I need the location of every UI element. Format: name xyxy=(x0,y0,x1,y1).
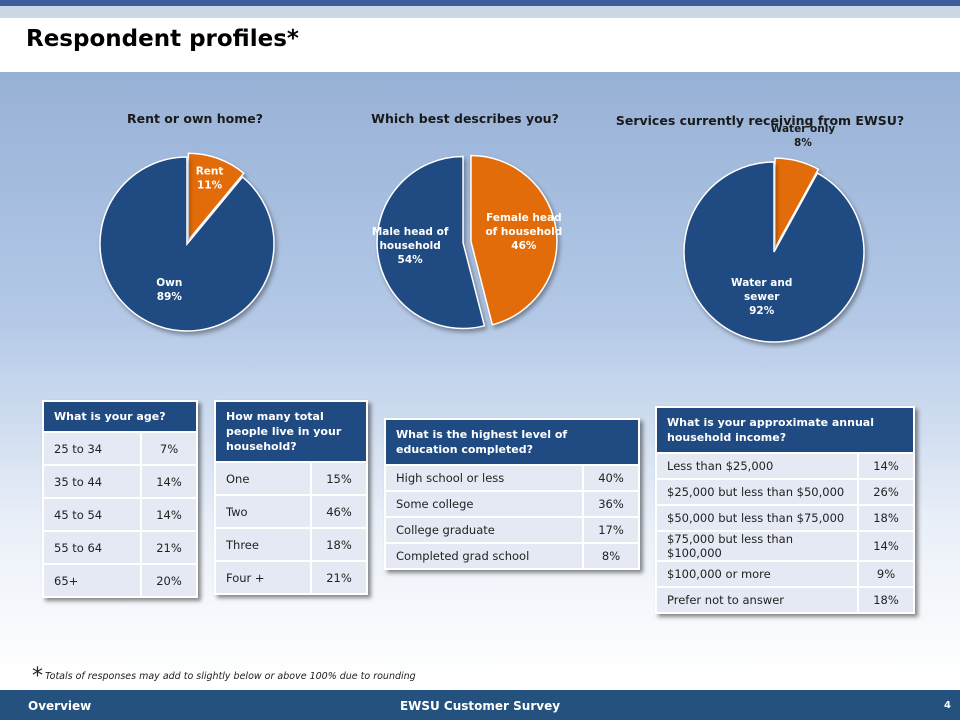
row-label: 25 to 34 xyxy=(42,431,142,466)
row-label: $25,000 but less than $50,000 xyxy=(655,478,859,506)
footer-section-label: Overview xyxy=(28,699,92,713)
table-row: High school or less 40% xyxy=(384,464,640,492)
table-row: Two 46% xyxy=(214,494,368,529)
row-label: One xyxy=(214,461,312,496)
pie-slice xyxy=(376,155,486,330)
row-value: 21% xyxy=(140,530,198,565)
pie-chart-services: Water only 8% Water and sewer 92% xyxy=(683,123,865,343)
row-value: 14% xyxy=(140,497,198,532)
row-label: Four + xyxy=(214,560,312,595)
table-row: $100,000 or more 9% xyxy=(655,560,915,588)
table-row: College graduate 17% xyxy=(384,516,640,544)
table-row: Four +21% xyxy=(214,560,368,595)
table-row: Some college 36% xyxy=(384,490,640,518)
pie-slice xyxy=(470,154,558,326)
row-label: Three xyxy=(214,527,312,562)
row-label: 55 to 64 xyxy=(42,530,142,565)
row-value: 18% xyxy=(857,504,915,532)
row-label: Prefer not to answer xyxy=(655,586,859,614)
pie-title-household: Which best describes you? xyxy=(371,111,559,126)
table-row: One 15% xyxy=(214,461,368,496)
pie-slice-label: Female head of household 46% xyxy=(485,212,562,252)
table-header: What is your age? xyxy=(42,400,198,433)
table-row: $25,000 but less than $50,000 26% xyxy=(655,478,915,506)
table-row: 55 to 64 21% xyxy=(42,530,198,565)
pie-slice-label: Water only 8% xyxy=(771,123,836,149)
pie-chart-rent-own: Rent 11% Own 89% xyxy=(99,152,275,332)
pie-slice-label: Water and sewer 92% xyxy=(731,277,792,317)
row-value: 9% xyxy=(857,560,915,588)
row-value: 14% xyxy=(857,530,915,562)
row-value: 21% xyxy=(310,560,368,595)
row-label: College graduate xyxy=(384,516,584,544)
row-value: 40% xyxy=(582,464,640,492)
row-value: 14% xyxy=(140,464,198,499)
row-label: $75,000 but less than $100,000 xyxy=(655,530,859,562)
footnote-text: Totals of responses may add to slightly … xyxy=(45,671,416,682)
row-value: 17% xyxy=(582,516,640,544)
table-row: 65+ 20% xyxy=(42,563,198,598)
table-row: 35 to 44 14% xyxy=(42,464,198,499)
pie-slice xyxy=(99,156,275,332)
footnote-star: * xyxy=(32,664,43,689)
table-row: 25 to 34 7% xyxy=(42,431,198,466)
top-accent-bar xyxy=(0,0,960,6)
pie-slice-label: Male head of household 54% xyxy=(372,226,449,266)
pie-slice xyxy=(774,157,820,249)
table-row: Three 18% xyxy=(214,527,368,562)
pie-title-rent-own: Rent or own home? xyxy=(126,111,264,126)
table-household-size: How many total people live in your house… xyxy=(214,400,368,595)
row-label: $50,000 but less than $75,000 xyxy=(655,504,859,532)
row-value: 15% xyxy=(310,461,368,496)
row-label: Less than $25,000 xyxy=(655,452,859,480)
row-label: Some college xyxy=(384,490,584,518)
row-value: 14% xyxy=(857,452,915,480)
pie-title-services: Services currently receiving from EWSU? xyxy=(615,113,905,128)
pie-slice-label: Own 89% xyxy=(156,277,182,303)
page-title: Respondent profiles* xyxy=(26,26,299,52)
page-number: 4 xyxy=(944,700,951,711)
row-value: 18% xyxy=(857,586,915,614)
table-row: $50,000 but less than $75,000 18% xyxy=(655,504,915,532)
footnote: * Totals of responses may add to slightly… xyxy=(32,660,416,689)
row-value: 46% xyxy=(310,494,368,529)
row-label: 65+ xyxy=(42,563,142,598)
pie-chart-household: Female head of household 46% Male head of ho… xyxy=(372,154,562,330)
table-header: How many total people live in your house… xyxy=(214,400,368,463)
row-label: Completed grad school xyxy=(384,542,584,570)
pie-charts: Rent 11% Own 89% Female head of household 46%… xyxy=(99,123,865,343)
footer-survey-title: EWSU Customer Survey xyxy=(399,699,561,713)
table-age: What is your age? 25 to 34 7% 35 to 44 14% 4… xyxy=(42,400,198,598)
table-header: What is the highest level of education c… xyxy=(384,418,640,466)
pie-slice xyxy=(683,161,865,343)
row-label: Two xyxy=(214,494,312,529)
row-value: 18% xyxy=(310,527,368,562)
row-value: 20% xyxy=(140,563,198,598)
table-row: Prefer not to answer 18% xyxy=(655,586,915,614)
table-row: 45 to 54 14% xyxy=(42,497,198,532)
table-row: $75,000 but less than $100,000 14% xyxy=(655,530,915,562)
row-value: 7% xyxy=(140,431,198,466)
table-row: Completed grad school 8% xyxy=(384,542,640,570)
row-value: 26% xyxy=(857,478,915,506)
row-label: $100,000 or more xyxy=(655,560,859,588)
row-label: 35 to 44 xyxy=(42,464,142,499)
table-header: What is your approximate annual househol… xyxy=(655,406,915,454)
row-label: High school or less xyxy=(384,464,584,492)
row-value: 8% xyxy=(582,542,640,570)
row-label: 45 to 54 xyxy=(42,497,142,532)
footer-bar: Overview EWSU Customer Survey 4 xyxy=(0,690,960,720)
table-education: What is the highest level of education c… xyxy=(384,418,640,570)
table-row: Less than $25,000 14% xyxy=(655,452,915,480)
table-income: What is your approximate annual househol… xyxy=(655,406,915,614)
row-value: 36% xyxy=(582,490,640,518)
top-accent-band xyxy=(0,6,960,18)
pie-slice xyxy=(187,152,245,243)
pie-slice-label: Rent 11% xyxy=(196,165,224,191)
